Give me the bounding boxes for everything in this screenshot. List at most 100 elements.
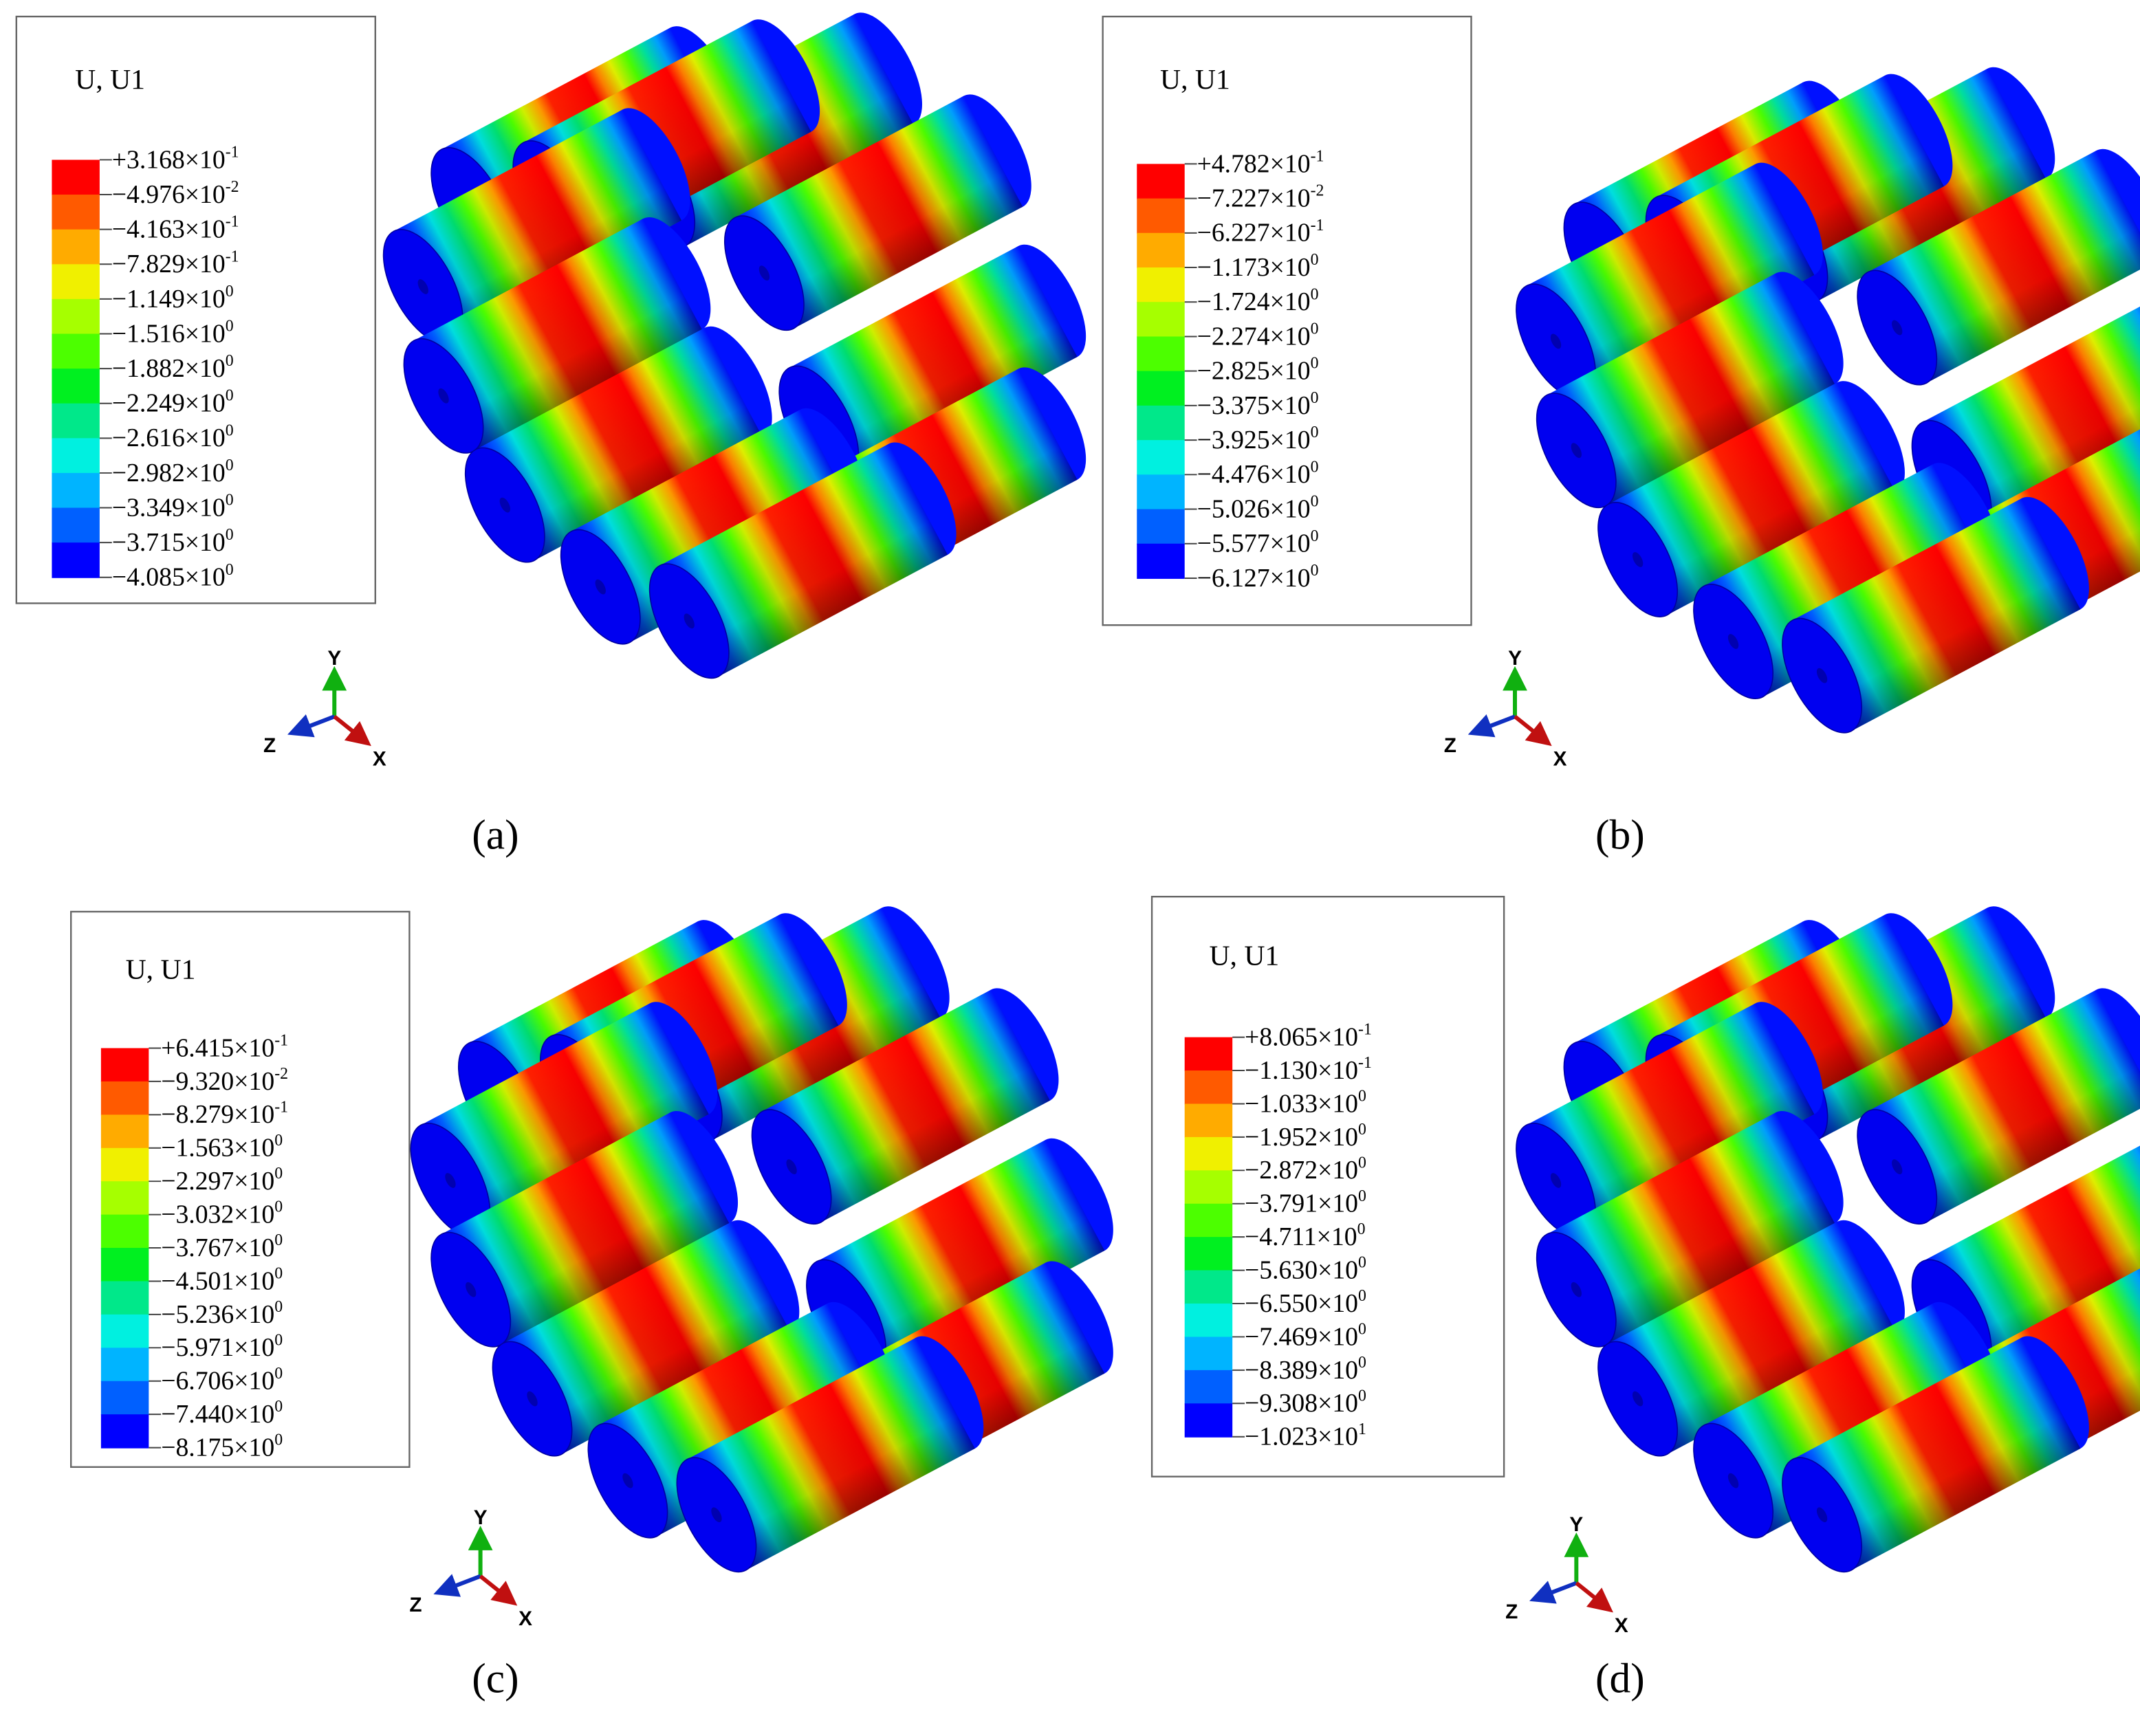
label-exponent: 0 xyxy=(1358,1154,1366,1172)
label-exponent: 0 xyxy=(226,318,234,336)
legend-label: −7.227×10-2 xyxy=(1197,182,1324,213)
legend-label: −3.767×100 xyxy=(161,1231,283,1262)
cylinder-shade xyxy=(734,96,1023,329)
axis-label: X xyxy=(373,748,386,771)
contour-band xyxy=(52,160,100,196)
label-mantissa: −4.163×10 xyxy=(112,215,226,244)
label-mantissa: −6.227×10 xyxy=(1197,219,1311,248)
label-exponent: 0 xyxy=(226,526,234,544)
label-exponent: -1 xyxy=(1311,217,1324,234)
contour-band xyxy=(52,229,100,265)
cylinder xyxy=(648,442,957,679)
cylinder xyxy=(1536,1111,1844,1348)
caption: (b) xyxy=(1595,812,1645,859)
label-exponent: -1 xyxy=(226,143,239,161)
cylinder-shade xyxy=(1526,1003,1815,1236)
legend-label: −1.952×100 xyxy=(1245,1121,1366,1152)
contour-band xyxy=(1137,164,1185,199)
contour-band xyxy=(1184,1103,1233,1138)
cylinder-hole xyxy=(499,497,511,513)
cylinder-hole xyxy=(1816,1507,1828,1523)
cylinder xyxy=(1782,1336,2089,1573)
cylinder-hole xyxy=(1571,443,1582,459)
label-exponent: 0 xyxy=(1311,285,1319,303)
contour-band xyxy=(1184,1037,1233,1072)
label-exponent: 0 xyxy=(226,387,234,405)
legend-label: −7.469×100 xyxy=(1245,1320,1366,1351)
contour-band xyxy=(100,1147,149,1183)
cylinder-shade xyxy=(393,109,682,342)
axis-x xyxy=(1575,1581,1613,1613)
axis-label: Y xyxy=(327,647,341,670)
label-mantissa: −2.297×10 xyxy=(161,1167,274,1196)
label-exponent: 0 xyxy=(274,1165,283,1183)
label-mantissa: −4.976×10 xyxy=(112,180,226,209)
cylinder xyxy=(1857,149,2140,386)
cylinder-shade xyxy=(789,245,1078,479)
axis-label: Y xyxy=(1508,647,1522,670)
legend-label: −1.033×100 xyxy=(1245,1087,1366,1118)
cylinder-shade xyxy=(414,219,702,452)
contour-band xyxy=(1137,336,1185,372)
cylinder-shade xyxy=(1792,1337,2081,1570)
contour-band xyxy=(52,403,100,439)
contour-band xyxy=(1137,371,1185,406)
label-exponent: -2 xyxy=(1311,182,1324,200)
cylinder-hole xyxy=(1727,634,1739,649)
label-exponent: 0 xyxy=(226,492,234,509)
cylinder xyxy=(1597,1220,1905,1457)
cylinder xyxy=(1782,496,2089,734)
cylinder-shade xyxy=(1547,273,1835,506)
cylinder xyxy=(751,988,1059,1225)
cylinder xyxy=(1536,272,1844,509)
label-exponent: -2 xyxy=(226,178,239,196)
contour-band xyxy=(52,195,100,230)
label-exponent: 0 xyxy=(226,352,234,370)
contour-band xyxy=(52,438,100,474)
cylinder-hole xyxy=(711,1507,722,1523)
axis-label: Z xyxy=(263,734,276,757)
contour-band xyxy=(52,333,100,370)
cylinder-shade xyxy=(659,443,948,677)
contour-band xyxy=(1184,1270,1233,1305)
contour-band xyxy=(1184,1304,1233,1338)
label-exponent: 0 xyxy=(1311,424,1319,441)
label-exponent: 0 xyxy=(1311,527,1319,545)
label-mantissa: −4.476×10 xyxy=(1197,460,1311,489)
label-mantissa: +6.415×10 xyxy=(161,1033,274,1062)
cylinder-shade xyxy=(1703,464,1992,697)
legend-label: −5.971×100 xyxy=(161,1331,283,1362)
contour-band xyxy=(1184,1070,1233,1105)
label-exponent: -2 xyxy=(274,1065,288,1083)
label-mantissa: −3.715×10 xyxy=(112,528,226,557)
label-mantissa: −5.971×10 xyxy=(161,1333,274,1362)
cylinder xyxy=(382,108,690,344)
label-mantissa: −7.440×10 xyxy=(161,1400,274,1429)
label-exponent: 0 xyxy=(1311,320,1319,338)
cylinder-hole xyxy=(438,388,449,404)
legend-label: −2.872×100 xyxy=(1245,1154,1366,1185)
legend-label: −7.440×100 xyxy=(161,1398,283,1429)
axis-z xyxy=(433,1574,481,1597)
label-exponent: 0 xyxy=(226,421,234,439)
legend-label: −3.375×100 xyxy=(1197,389,1319,420)
label-mantissa: −7.829×10 xyxy=(112,250,226,278)
contour-band xyxy=(1184,1237,1233,1271)
label-exponent: -1 xyxy=(226,213,239,231)
axis-z xyxy=(1467,714,1516,738)
label-mantissa: −3.349×10 xyxy=(112,493,226,522)
cylinder-shade xyxy=(816,1139,1105,1373)
contour-band xyxy=(52,507,100,544)
label-mantissa: −5.026×10 xyxy=(1197,494,1311,523)
label-mantissa: −7.469×10 xyxy=(1245,1322,1358,1351)
legend-label: −5.577×100 xyxy=(1197,527,1319,558)
cylinder-shade xyxy=(1526,164,1815,397)
contour-band xyxy=(1137,405,1185,441)
model xyxy=(382,12,1087,679)
legend-label: −5.236×100 xyxy=(161,1298,283,1329)
contour-band xyxy=(1137,302,1185,338)
axis-label: X xyxy=(1615,1614,1628,1637)
cylinder-shade xyxy=(687,1337,975,1570)
legend-label: −8.279×10-1 xyxy=(161,1098,288,1129)
cylinder-shade xyxy=(1608,382,1897,615)
